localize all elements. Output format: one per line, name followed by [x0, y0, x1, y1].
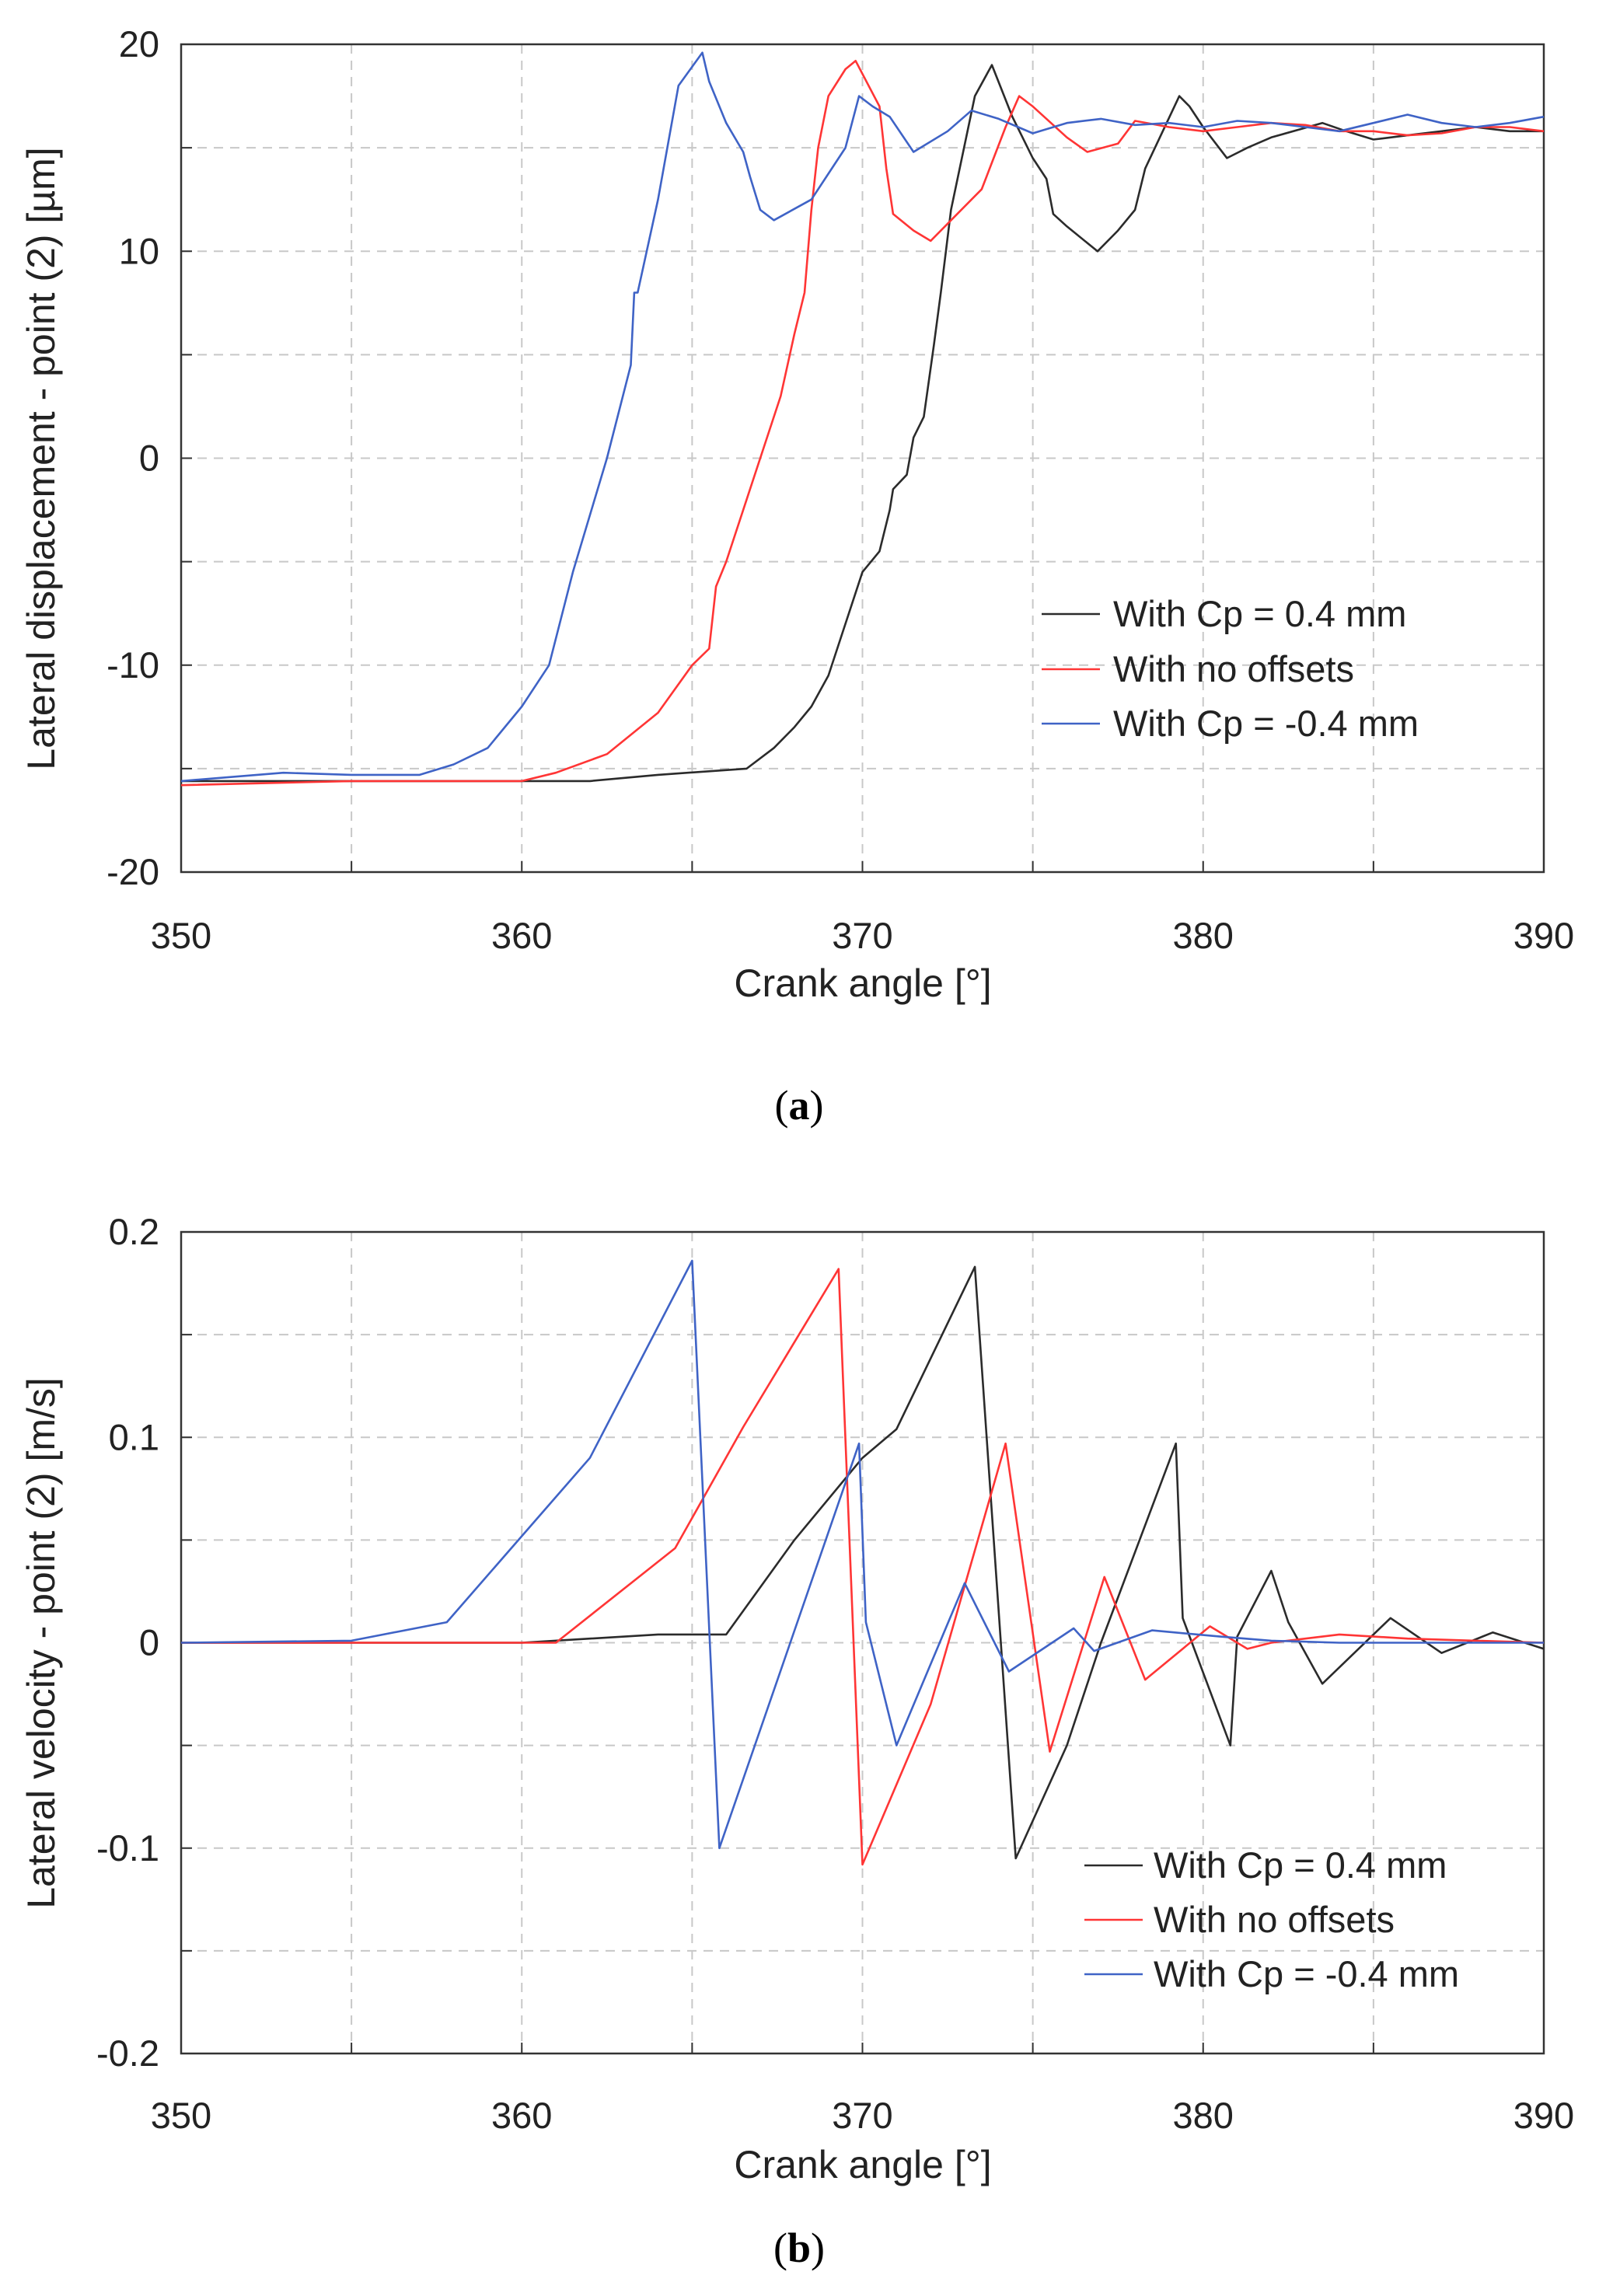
chart-b-legend-label-cp-neg: With Cp = -0.4 mm	[1154, 1953, 1459, 1994]
chart-b-y-tick-label: -0.1	[96, 1827, 159, 1869]
chart-b-legend-label-no-offsets: With no offsets	[1154, 1899, 1395, 1940]
chart-b-y-tick-labels: -0.2 -0.1 0 0.1 0.2	[96, 1211, 159, 2074]
chart-a-legend-label-cp-neg: With Cp = -0.4 mm	[1113, 703, 1419, 744]
chart-b-y-tick-label: -0.2	[96, 2033, 159, 2074]
chart-a-y-tick-labels: -20 -10 0 10 20	[106, 23, 159, 892]
chart-a-x-tick-label: 390	[1513, 915, 1574, 956]
chart-a-legend: With Cp = 0.4 mm With no offsets With Cp…	[1042, 593, 1419, 744]
chart-a-y-tick-label: -20	[106, 851, 159, 892]
chart-b-series-line-cp-pos	[181, 1265, 1545, 1860]
chart-a-caption-letter: a	[789, 1082, 810, 1129]
chart-b-series-line-cp-neg	[180, 1259, 1544, 1850]
chart-a-series-line-no-offsets	[180, 60, 1545, 787]
chart-b-legend-label-cp-pos: With Cp = 0.4 mm	[1154, 1844, 1447, 1886]
chart-a-series-line-cp-neg	[180, 51, 1545, 783]
chart-b-x-tick-labels: 350 360 370 380 390	[151, 2095, 1574, 2136]
chart-a-grid	[181, 44, 1544, 872]
chart-b-ticks	[180, 1231, 1545, 2054]
chart-a-x-tick-label: 360	[491, 915, 552, 956]
chart-b-y-tick-label: 0.1	[109, 1416, 159, 1457]
chart-a-x-tick-labels: 350 360 370 380 390	[151, 915, 1574, 956]
chart-a-x-tick-label: 380	[1173, 915, 1234, 956]
chart-b-x-tick-label: 370	[832, 2095, 892, 2136]
chart-b-x-axis-label: Crank angle [°]	[734, 2143, 991, 2186]
chart-b-y-tick-label: 0	[139, 1622, 159, 1663]
chart-a-series-line-cp-pos	[181, 64, 1544, 783]
chart-b-legend: With Cp = 0.4 mm With no offsets With Cp…	[1084, 1844, 1459, 1994]
chart-a-displacement: 350 360 370 380 390 -20 -10 0 10 20 Crank angle …	[19, 23, 1574, 1129]
chart-a-y-tick-label: 0	[139, 438, 159, 479]
chart-a-caption: (a)	[775, 1082, 824, 1129]
chart-b-series	[180, 1259, 1545, 1866]
chart-a-y-tick-label: -10	[106, 644, 159, 686]
chart-a-x-tick-label: 350	[151, 915, 211, 956]
chart-a-legend-label-no-offsets: With no offsets	[1113, 648, 1354, 689]
chart-a-x-axis-label: Crank angle [°]	[734, 961, 991, 1005]
chart-b-caption-letter: b	[787, 2224, 811, 2271]
chart-b-x-tick-label: 390	[1513, 2095, 1574, 2136]
chart-a-ticks	[180, 44, 1545, 873]
chart-a-y-tick-label: 20	[119, 23, 159, 65]
chart-b-series-line-no-offsets	[181, 1268, 1545, 1866]
chart-a-y-tick-label: 10	[119, 230, 159, 271]
chart-a-series	[180, 51, 1545, 787]
chart-b-velocity: 350 360 370 380 390 -0.2 -0.1 0 0.1 0.2 Crank an…	[19, 1211, 1574, 2271]
chart-a-legend-label-cp-pos: With Cp = 0.4 mm	[1113, 593, 1406, 634]
chart-b-x-tick-label: 360	[491, 2095, 552, 2136]
chart-b-y-tick-label: 0.2	[109, 1211, 159, 1252]
chart-a-y-axis-label: Lateral displacement - point (2) [µm]	[19, 147, 63, 769]
chart-a-x-tick-label: 370	[832, 915, 892, 956]
chart-b-y-axis-label: Lateral velocity - point (2) [m/s]	[19, 1377, 63, 1909]
chart-b-x-tick-label: 380	[1173, 2095, 1234, 2136]
chart-b-caption: (b)	[773, 2224, 825, 2271]
chart-b-x-tick-label: 350	[151, 2095, 211, 2136]
